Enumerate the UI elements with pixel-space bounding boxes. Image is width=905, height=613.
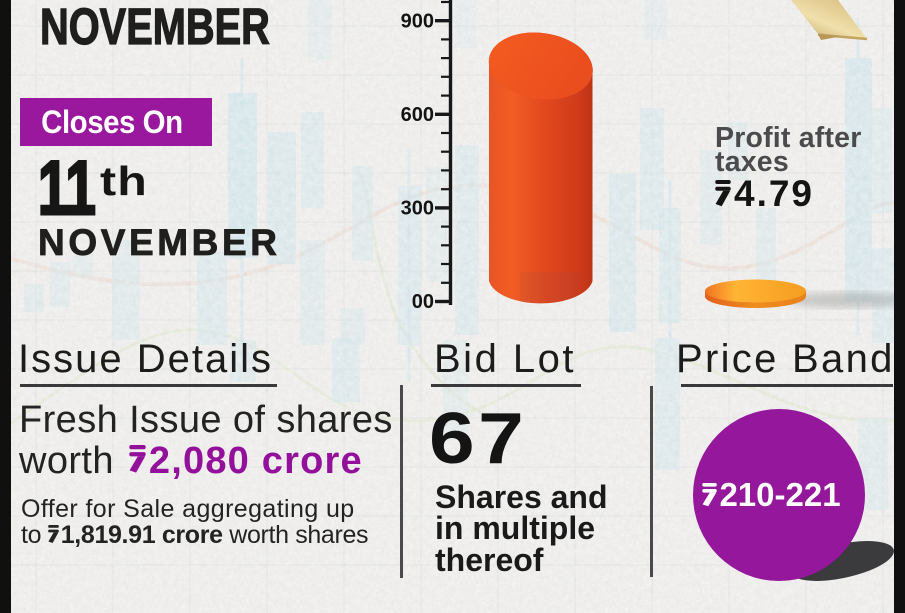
svg-text:600: 600 — [401, 104, 434, 126]
svg-text:300: 300 — [401, 198, 434, 220]
svg-text:00: 00 — [412, 291, 434, 313]
svg-text:900: 900 — [401, 11, 434, 33]
